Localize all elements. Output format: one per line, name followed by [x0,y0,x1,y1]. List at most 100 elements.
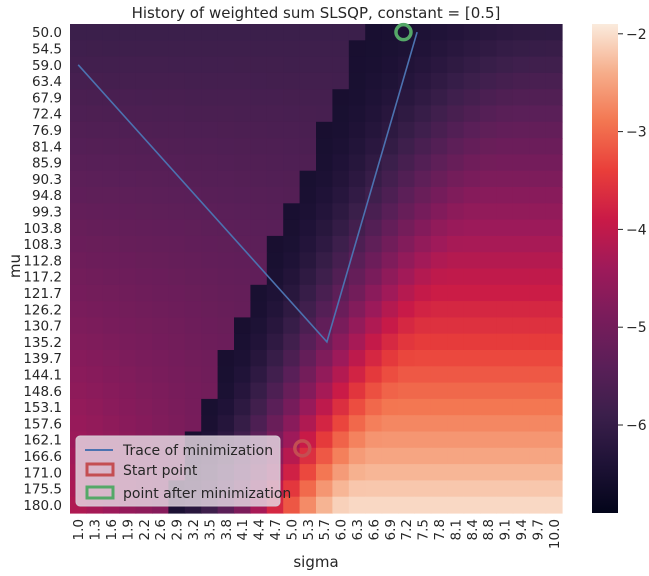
heatmap-cell [184,187,202,204]
heatmap-cell [217,170,235,188]
heatmap-cell [430,235,448,253]
heatmap-cell [512,333,530,351]
heatmap-cell [201,268,219,286]
heatmap-cell [332,382,350,400]
heatmap-cell [529,187,547,204]
heatmap-cell [398,252,415,270]
heatmap-cell [86,333,104,351]
heatmap-cell [496,464,514,481]
heatmap-cell [348,187,366,204]
heatmap-cell [545,40,563,58]
heatmap-cell [250,219,268,237]
y-tick-label: 126.2 [23,302,62,318]
heatmap-cell [152,235,169,253]
heatmap-cell [545,203,563,221]
heatmap-cell [496,496,514,514]
heatmap-cell [250,398,268,416]
heatmap-cell [234,301,251,318]
heatmap-cell [316,464,333,481]
heatmap-cell [283,154,301,172]
heatmap-cell [480,415,497,433]
heatmap-cell [266,105,284,123]
heatmap-cell [463,447,481,465]
heatmap-cell [102,24,120,41]
heatmap-cell [201,252,219,270]
heatmap-cell [299,350,317,367]
heatmap-cell [447,333,465,351]
heatmap-cell [365,203,383,221]
heatmap-cell [545,350,563,367]
heatmap-cell [102,170,120,188]
heatmap-cell [529,24,547,41]
heatmap-cell [463,24,481,41]
heatmap-cell [430,431,448,449]
heatmap-cell [168,24,186,41]
heatmap-cell [135,235,153,253]
heatmap-cell [119,415,137,433]
heatmap-cell [250,235,268,253]
heatmap-cell [283,398,301,416]
heatmap-cell [119,187,137,204]
heatmap-cell [168,284,186,302]
heatmap-cell [332,154,350,172]
heatmap-cell [250,203,268,221]
heatmap-cell [430,382,448,400]
heatmap-cell [512,56,530,74]
heatmap-cell [316,333,333,351]
heatmap-cell [217,121,235,139]
heatmap-cell [283,464,301,481]
heatmap-cell [398,121,415,139]
heatmap-cell [496,284,514,302]
heatmap-cell [102,284,120,302]
heatmap-cell [250,333,268,351]
heatmap-cell [283,219,301,237]
x-tick-label: 1.6 [104,519,120,540]
heatmap-cell [316,431,333,449]
heatmap-cell [201,121,219,139]
heatmap-cell [348,496,366,514]
heatmap-cell [545,219,563,237]
heatmap-cell [135,268,153,286]
heatmap-cell [86,203,104,221]
heatmap-cell [135,154,153,172]
heatmap-cell [152,366,169,384]
heatmap-cell [201,170,219,188]
heatmap-cell [447,431,465,449]
heatmap-cell [496,480,514,498]
heatmap-cell [299,187,317,204]
heatmap-cell [480,138,497,155]
heatmap-cell [135,333,153,351]
heatmap-cell [496,89,514,107]
heatmap-cell [545,154,563,172]
heatmap-cell [332,121,350,139]
x-tick-label: 8.4 [465,519,481,540]
heatmap-cell [168,235,186,253]
heatmap-cell [496,268,514,286]
heatmap-cell [70,317,87,335]
heatmap-cell [86,72,104,90]
heatmap-cell [348,154,366,172]
heatmap-cell [332,480,350,498]
heatmap-cell [102,105,120,123]
heatmap-cell [414,447,432,465]
heatmap-cell [414,268,432,286]
heatmap-cell [398,447,415,465]
heatmap-cell [234,121,251,139]
heatmap-cell [332,415,350,433]
heatmap-cell [266,268,284,286]
heatmap-cell [529,72,547,90]
heatmap-cell [135,138,153,155]
heatmap-cell [266,56,284,74]
heatmap-cell [381,496,399,514]
heatmap-cell [217,301,235,318]
y-tick-label: 50.0 [32,25,62,41]
heatmap-cell [168,203,186,221]
heatmap-cell [512,89,530,107]
x-tick-label: 4.7 [268,519,284,540]
heatmap-cell [332,496,350,514]
heatmap-cell [168,56,186,74]
heatmap-cell [332,89,350,107]
heatmap-cell [414,415,432,433]
heatmap-cell [447,350,465,367]
heatmap-cell [102,40,120,58]
